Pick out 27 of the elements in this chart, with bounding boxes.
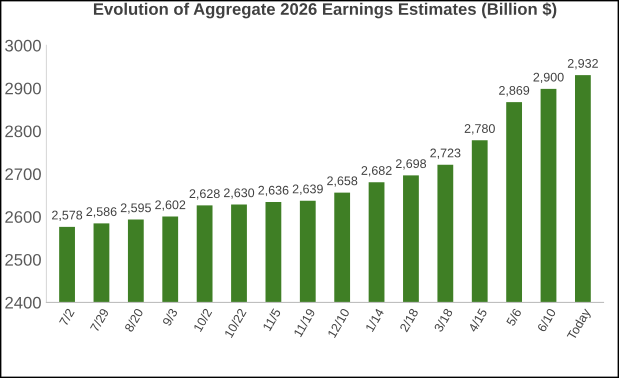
data-label: 2,900 bbox=[533, 72, 564, 84]
data-label: 2,602 bbox=[155, 200, 186, 211]
y-tick-label: 2600 bbox=[5, 211, 41, 223]
data-label: 2,682 bbox=[362, 166, 392, 176]
data-label: 2,639 bbox=[292, 184, 323, 195]
data-label: 2,628 bbox=[190, 189, 220, 200]
y-tick-label: 2400 bbox=[5, 296, 41, 309]
data-label: 2,630 bbox=[224, 188, 254, 199]
data-label: 2,723 bbox=[430, 148, 460, 159]
chart-title: Evolution of Aggregate 2026 Earnings Estimates (Billion $) bbox=[94, 2, 556, 18]
data-label: 2,869 bbox=[499, 86, 530, 96]
data-label: 2,636 bbox=[258, 186, 288, 196]
data-label: 2,595 bbox=[120, 203, 151, 214]
y-tick-label: 2500 bbox=[5, 254, 41, 266]
x-tick-label: 5/6 bbox=[506, 308, 522, 326]
y-tick-label: 2800 bbox=[5, 125, 41, 138]
y-tick-label: 2900 bbox=[5, 82, 41, 94]
data-label: 2,658 bbox=[327, 176, 358, 187]
y-tick-label: 3000 bbox=[5, 40, 41, 52]
data-label: 2,698 bbox=[396, 159, 426, 170]
x-tick-label: 9/3 bbox=[162, 308, 178, 326]
data-label: 2,780 bbox=[464, 124, 495, 134]
data-label: 2,578 bbox=[52, 210, 82, 221]
y-tick-label: 2700 bbox=[5, 168, 41, 180]
data-label: 2,932 bbox=[568, 59, 598, 70]
data-label: 2,586 bbox=[86, 207, 117, 218]
x-tick-label: 7/2 bbox=[58, 308, 75, 326]
